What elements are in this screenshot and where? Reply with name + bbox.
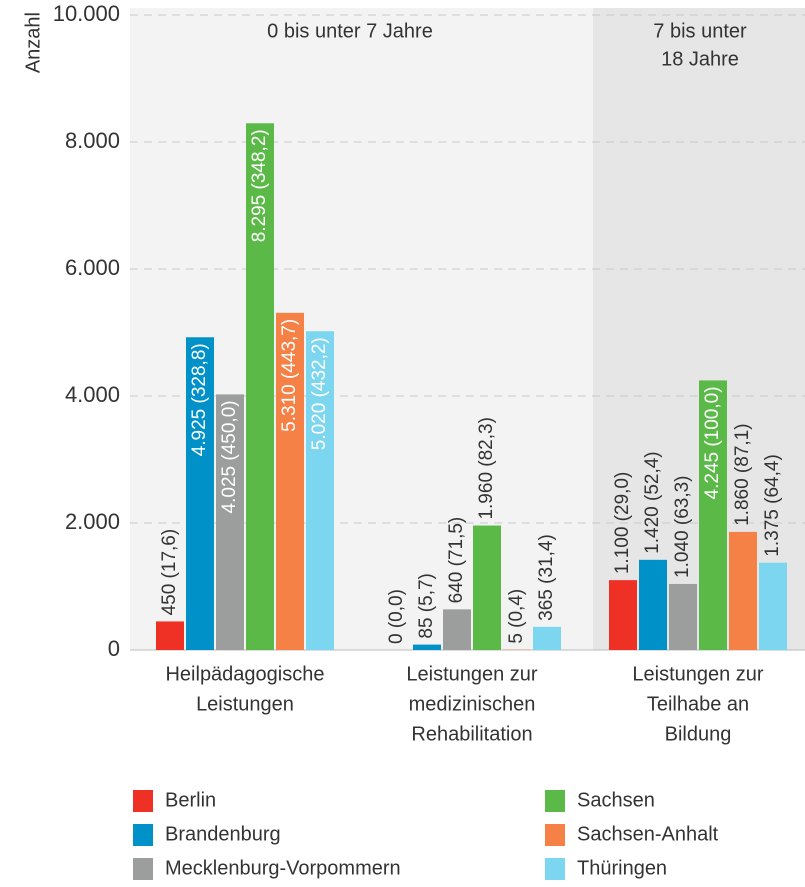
- bar: [609, 580, 637, 650]
- legend-label: Berlin: [165, 789, 216, 811]
- bar: [413, 644, 441, 650]
- x-tick-label: Heilpädagogische: [165, 663, 324, 685]
- y-tick-label: 8.000: [65, 128, 120, 153]
- bar: [276, 312, 304, 650]
- x-tick-label: Rehabilitation: [411, 723, 532, 745]
- value-label: 0 (0,0): [386, 589, 407, 644]
- value-label: 5.310 (443,7): [279, 319, 300, 432]
- legend-label: Thüringen: [577, 857, 667, 879]
- value-label: 1.420 (52,4): [642, 451, 663, 553]
- y-tick-label: 2.000: [65, 509, 120, 534]
- region-label: 7 bis unter: [653, 20, 747, 42]
- legend-swatch: [133, 858, 153, 880]
- bar: [699, 380, 727, 650]
- value-label: 1.100 (29,0): [612, 472, 633, 574]
- y-tick-label: 0: [108, 636, 120, 661]
- bar: [156, 621, 184, 650]
- value-label: 450 (17,6): [159, 529, 180, 616]
- bar: [729, 531, 757, 650]
- value-label: 5 (0,4): [506, 589, 527, 644]
- value-label: 85 (5,7): [416, 573, 437, 638]
- legend-label: Mecklenburg-Vorpommern: [165, 857, 401, 879]
- value-label: 4.025 (450,0): [219, 400, 240, 513]
- legend-swatch: [545, 824, 565, 846]
- bar: [186, 337, 214, 650]
- value-label: 1.040 (63,3): [672, 475, 693, 577]
- x-tick-label: Bildung: [665, 723, 732, 745]
- x-tick-label: medizinischen: [409, 693, 536, 715]
- value-label: 1.375 (64,4): [762, 454, 783, 556]
- bar: [443, 609, 471, 650]
- value-label: 640 (71,5): [446, 517, 467, 604]
- bar: [533, 626, 561, 650]
- legend-label: Sachsen: [577, 789, 655, 811]
- x-tick-label: Teilhabe an: [647, 693, 749, 715]
- legend-label: Sachsen-Anhalt: [577, 823, 719, 845]
- value-label: 4.925 (328,8): [189, 343, 210, 456]
- legend-swatch: [133, 824, 153, 846]
- x-tick-label: Leistungen: [196, 693, 294, 715]
- legend-swatch: [545, 790, 565, 812]
- bar: [246, 123, 274, 650]
- y-axis-label: Anzahl: [22, 12, 44, 73]
- region-label: 18 Jahre: [661, 48, 739, 70]
- x-tick-label: Leistungen zur: [632, 663, 764, 685]
- value-label: 4.245 (100,0): [702, 386, 723, 499]
- region-label: 0 bis unter 7 Jahre: [267, 20, 433, 42]
- legend-swatch: [545, 858, 565, 880]
- legend-swatch: [133, 790, 153, 812]
- value-label: 1.960 (82,3): [476, 417, 497, 519]
- bar: [759, 562, 787, 650]
- y-tick-label: 10.000: [53, 1, 120, 26]
- x-tick-label: Leistungen zur: [406, 663, 538, 685]
- value-label: 1.860 (87,1): [732, 423, 753, 525]
- legend-label: Brandenburg: [165, 823, 281, 845]
- value-label: 365 (31,4): [536, 534, 557, 621]
- y-tick-label: 4.000: [65, 382, 120, 407]
- value-label: 8.295 (348,2): [249, 129, 270, 242]
- bar: [639, 559, 667, 650]
- bar: [669, 583, 697, 650]
- bar: [306, 331, 334, 650]
- bar: [216, 394, 244, 650]
- value-label: 5.020 (432,2): [309, 337, 330, 450]
- y-tick-label: 6.000: [65, 255, 120, 280]
- bar: [473, 525, 501, 650]
